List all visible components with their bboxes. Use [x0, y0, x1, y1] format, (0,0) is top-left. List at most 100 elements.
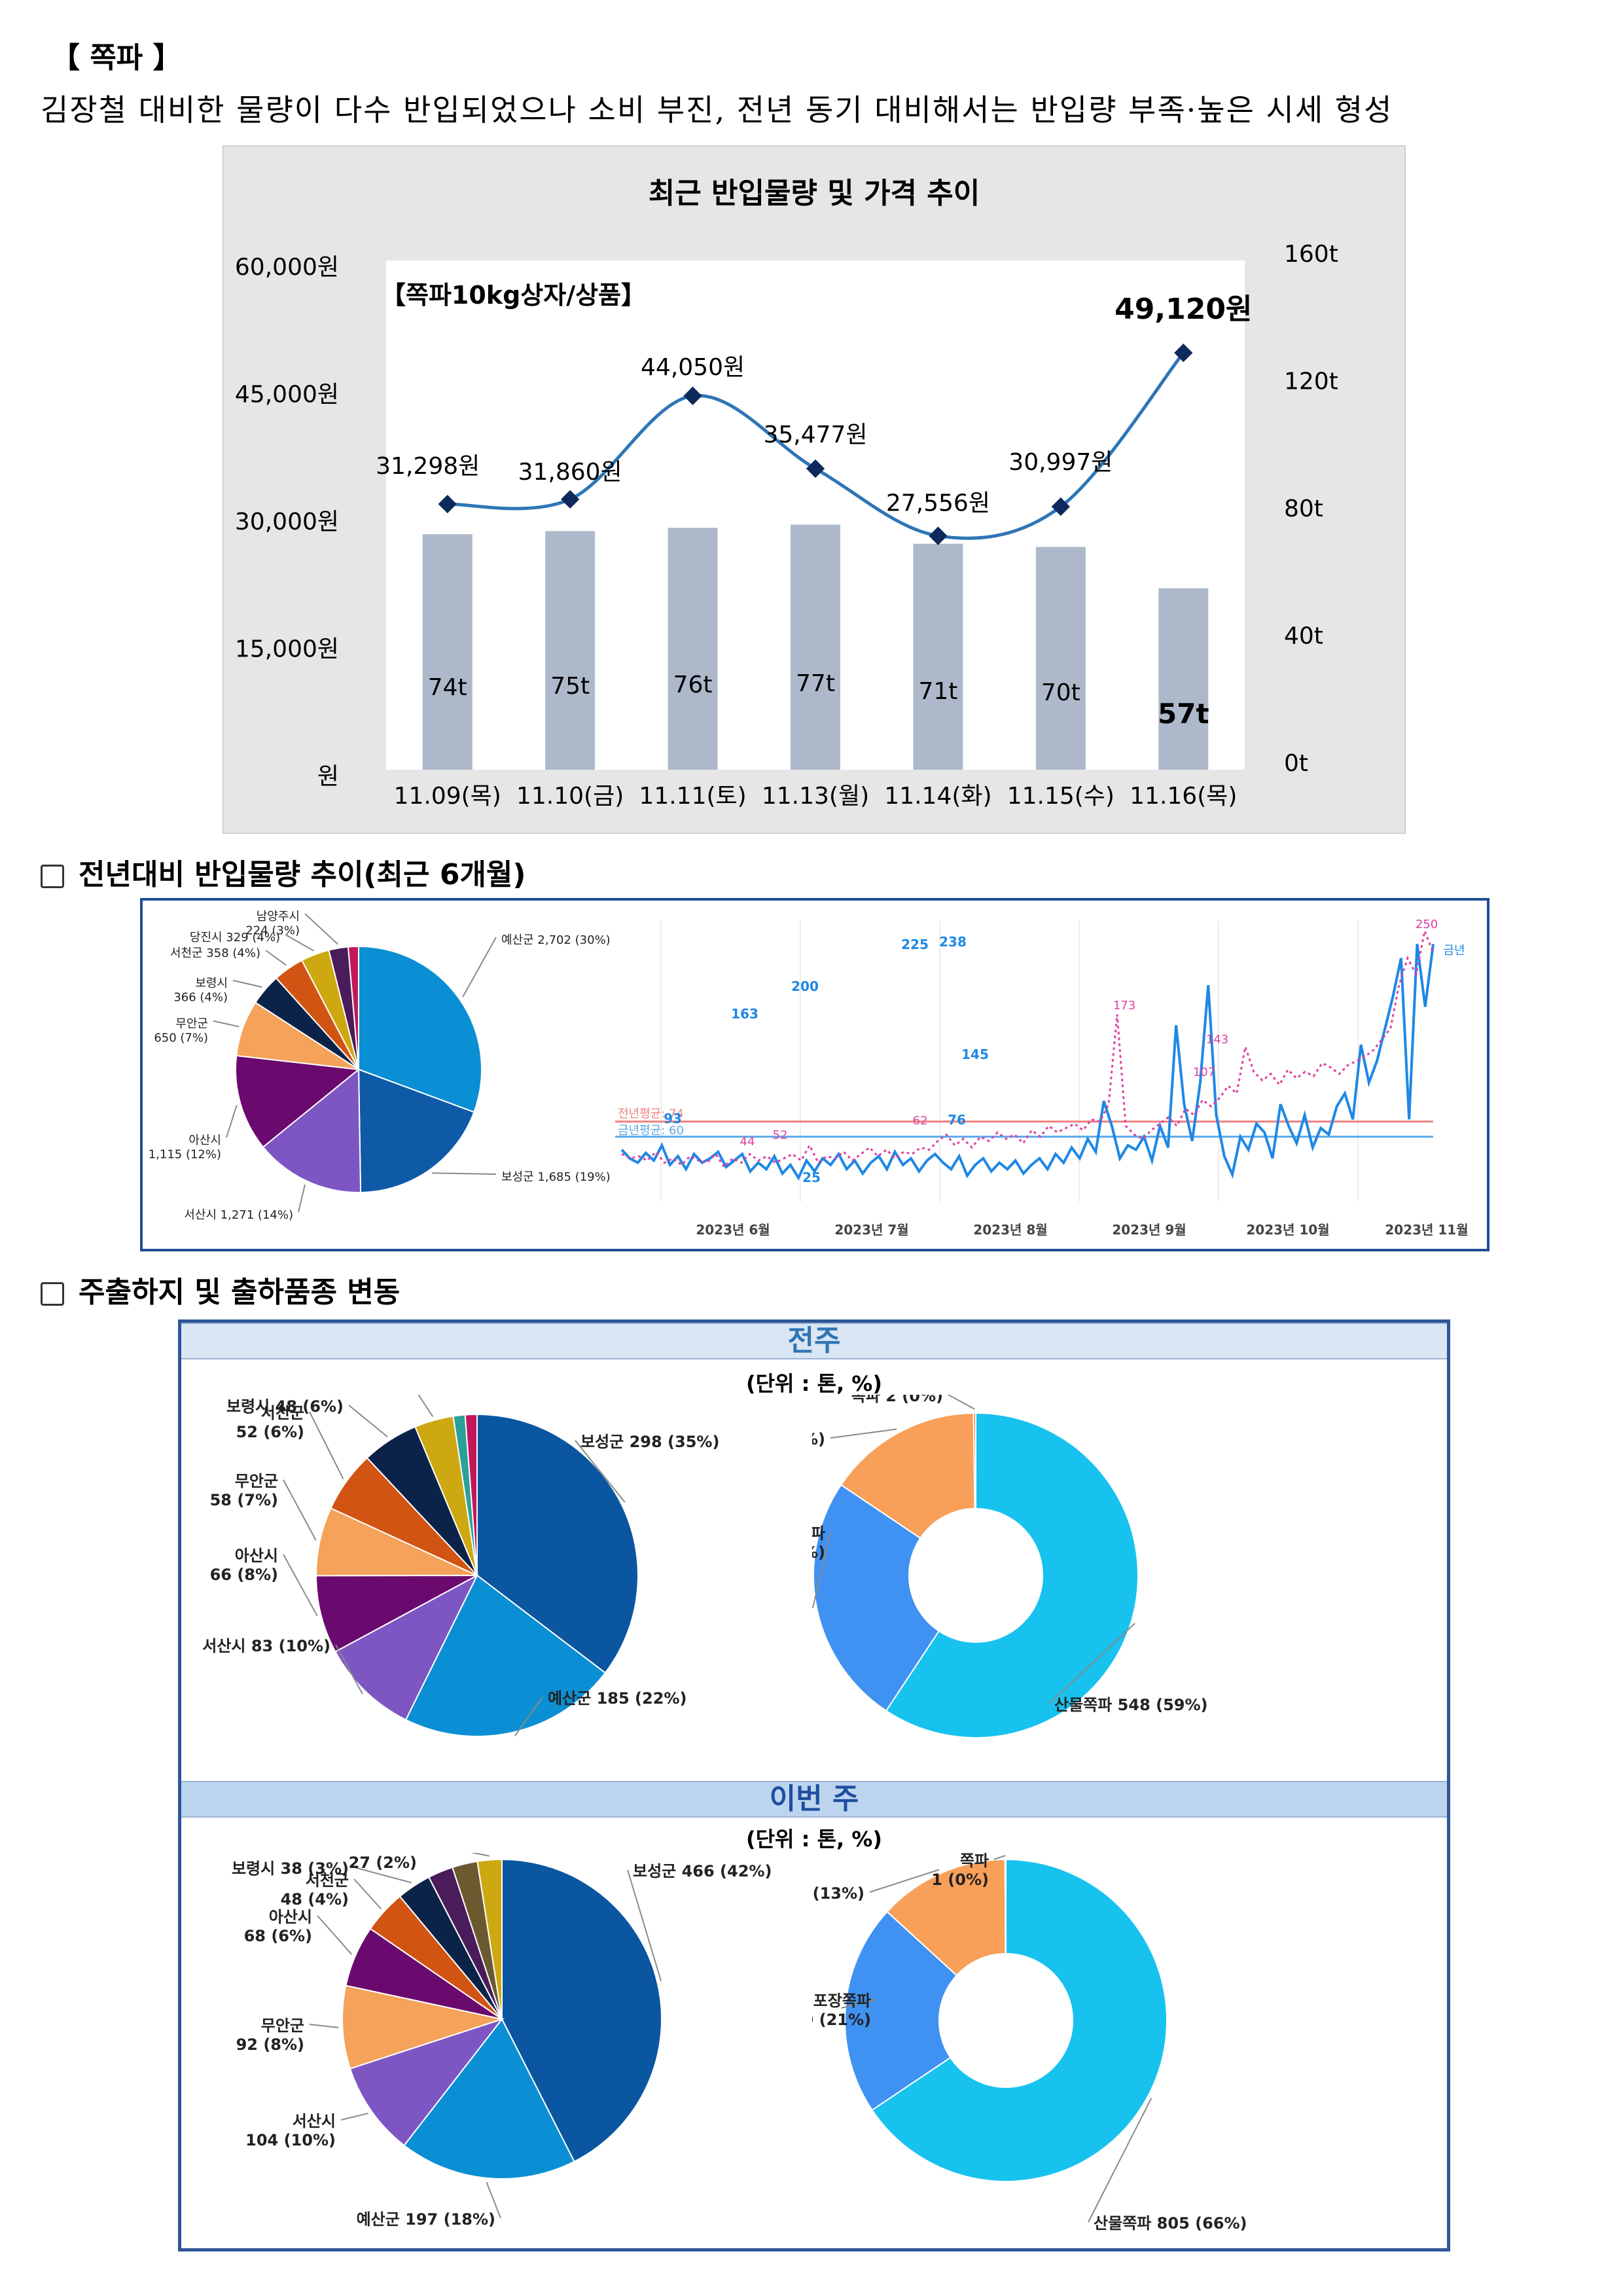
leader-line [226, 1105, 238, 1138]
slice-label: 보령시 48 (6%) [226, 1397, 344, 1416]
slice-label: 서산시 1,271 (14%) [184, 1208, 293, 1222]
section-title: 【 쪽파 】 [51, 41, 182, 75]
slice-label: 예산군 2,702 (30%) [501, 933, 611, 947]
price-label: 44,050원 [641, 354, 745, 381]
leader-line [340, 2112, 368, 2121]
pie-slice [349, 2018, 504, 2147]
volume-label: 71t [918, 678, 957, 705]
last-year-point-label: 250 [1416, 918, 1438, 931]
price-marker [1051, 497, 1070, 516]
volume-bar [1158, 588, 1209, 770]
pie-slice [315, 1575, 478, 1653]
slice-label: 쪽파 1 (0%) [931, 1853, 989, 1889]
pie-slice [1004, 1858, 1007, 1955]
leader-line [232, 980, 262, 988]
slice-label: 남양주시 224 (3%) [245, 910, 300, 938]
pie-slice [972, 1412, 976, 1510]
leader-line [1088, 2098, 1152, 2223]
leader-line [353, 1878, 382, 1910]
this-year-point-label: 145 [961, 1047, 989, 1062]
pie-slice [886, 1858, 1007, 1977]
slice-label: 서천군 48 (4%) [281, 1871, 349, 1909]
legend-label: 금년 [1443, 944, 1465, 958]
price-marker [806, 459, 825, 478]
pie-slice [342, 1984, 505, 2070]
leader-line [265, 950, 287, 966]
x-axis-label: 11.11(토) [639, 783, 746, 810]
right-axis-tick: 40t [1284, 623, 1323, 650]
left-axis-tick: 30,000원 [235, 509, 339, 535]
prev-week-unit: (단위 : 톤, %) [745, 1371, 882, 1396]
slice-label: 서천군 52 (6%) [236, 1404, 304, 1441]
leader-line [418, 1395, 434, 1417]
this-year-point-label: 163 [731, 1006, 758, 1022]
right-axis-tick: 80t [1284, 495, 1323, 522]
slice-label: 보성군 298 (35%) [580, 1433, 719, 1451]
slice-label: 당진시 329 (4%) [190, 931, 280, 944]
section3-heading: 주출하지 및 출하품종 변동 [41, 1268, 400, 1310]
leader-line [432, 1172, 497, 1175]
slice-label: 아산시 1,115 (12%) [149, 1134, 221, 1162]
x-tick-label: 2023년 6월 [696, 1222, 770, 1238]
this-year-point-label: 76 [948, 1112, 966, 1128]
section2-checkbox[interactable] [41, 865, 64, 888]
volume-bar [791, 524, 840, 770]
slice-label: 서천군 358 (4%) [170, 946, 260, 960]
pie-slice [235, 1054, 361, 1148]
slice-label: 포장쪽파260 (21%) [812, 1992, 871, 2029]
pie-slice [357, 1068, 475, 1193]
leader-line [993, 1855, 1006, 1860]
this-week-variety-donut: 산물쪽파 805 (66%) 포장쪽파260 (21%) 깐쪽파 161 (13%)… [812, 1853, 1247, 2233]
x-axis-label: 11.15(수) [1007, 783, 1115, 810]
x-tick-label: 2023년 7월 [834, 1222, 908, 1238]
x-tick-label: 2023년 11월 [1385, 1222, 1468, 1238]
summary-text: 김장철 대비한 물량이 다수 반입되었으나 소비 부진, 전년 동기 대비해서는… [41, 92, 1393, 128]
volume-bar [545, 531, 596, 770]
pie-slice [403, 2018, 575, 2179]
this-year-line [620, 944, 1435, 1181]
volume-label: 70t [1041, 679, 1080, 706]
slice-label: 서산시 104 (10%) [245, 2112, 336, 2149]
reference-label: 금년평균: 60 [618, 1124, 684, 1138]
slice-label: 남해군27 (2%) [349, 1853, 417, 1872]
slice-label: 포장쪽파232 (25%) [812, 1524, 825, 1562]
leader-line [285, 934, 314, 952]
section2-heading: 전년대비 반입물량 추이(최근 6개월) [41, 851, 526, 893]
left-axis-tick: 15,000원 [235, 636, 339, 663]
price-marker [929, 526, 948, 545]
slice-label: 아산시 68 (6%) [244, 1908, 312, 1945]
last-year-point-label: 107 [1193, 1066, 1215, 1079]
pie-slice [315, 1507, 478, 1577]
slice-label: 아산시 66 (8%) [210, 1547, 278, 1584]
leader-line [283, 1554, 318, 1617]
slice-label: 보령시 366 (4%) [173, 977, 228, 1005]
leader-line [335, 1644, 363, 1695]
slice-label: 산물쪽파 805 (66%) [1094, 2214, 1247, 2233]
leader-line [575, 1440, 626, 1503]
this-week-origin-pie: 보성군 466 (42%) 예산군 197 (18%) 서산시 104 (10%) 무안… [232, 1853, 772, 2229]
section3-checkbox[interactable] [41, 1282, 64, 1306]
combo-chart-title: 최근 반입물량 및 가격 추이 [649, 177, 980, 210]
right-axis-tick: 0t [1284, 750, 1308, 777]
price-marker [438, 495, 457, 514]
price-label: 27,556원 [886, 490, 990, 517]
volume-bar [913, 543, 963, 770]
leader-line [471, 1853, 490, 1857]
pie-slice [262, 1067, 362, 1193]
leader-line [514, 1696, 543, 1736]
x-tick-label: 2023년 8월 [973, 1222, 1047, 1238]
price-label: 35,477원 [763, 422, 867, 448]
x-axis-label: 11.14(화) [884, 783, 991, 810]
prev-week-variety-donut: 산물쪽파 548 (59%) 포장쪽파232 (25%) 깐쪽파 142 (15%)… [812, 1395, 1208, 1738]
left-axis-tick: 60,000원 [235, 254, 339, 281]
leader-line [298, 1184, 306, 1213]
volume-bar [668, 528, 718, 770]
pie-slice [334, 1573, 479, 1721]
last-year-point-label: 44 [740, 1135, 755, 1149]
this-year-point-label: 225 [901, 937, 929, 952]
slice-label: 무안군 92 (8%) [236, 2017, 304, 2054]
slice-label: 예산군 197 (18%) [357, 2210, 495, 2229]
prev-week-bar: 전주 [181, 1323, 1447, 1359]
price-label: 30,997원 [1008, 449, 1113, 476]
this-year-point-label: 25 [802, 1170, 821, 1185]
